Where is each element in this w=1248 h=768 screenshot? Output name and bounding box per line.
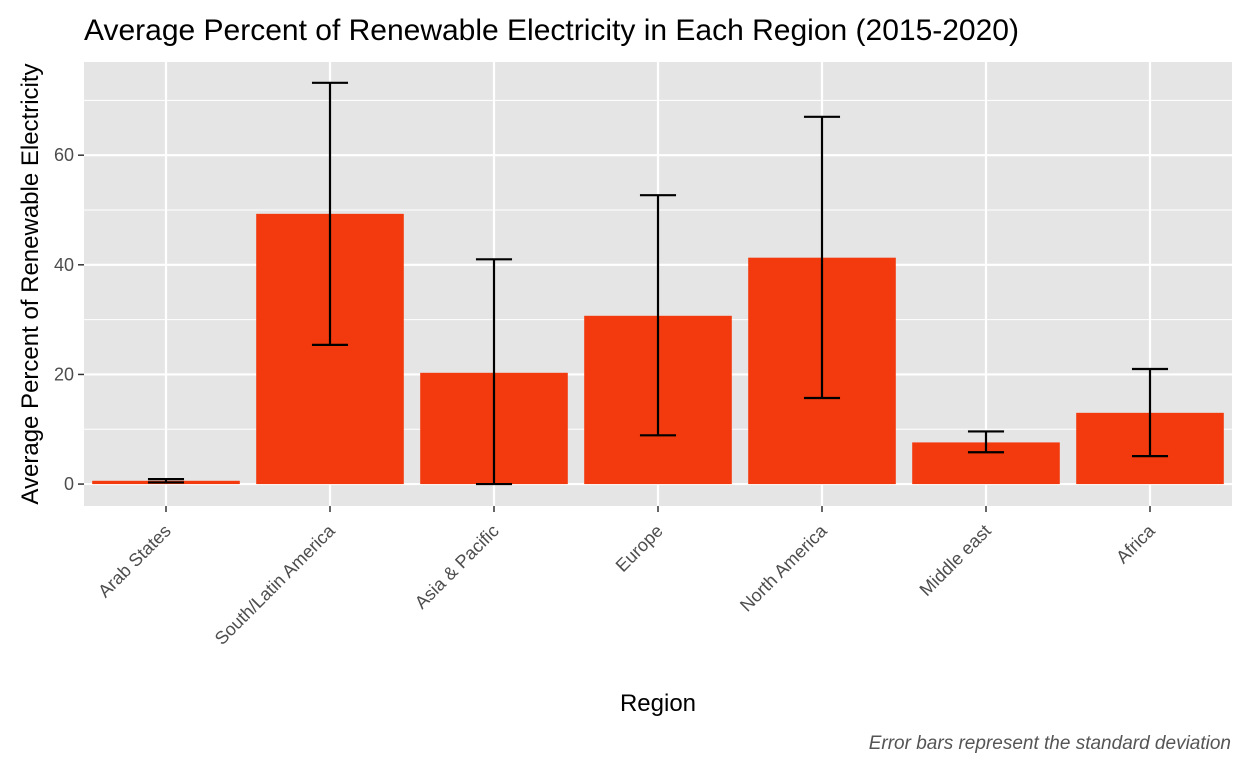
x-tick-label: North America <box>736 520 831 615</box>
error-bar <box>311 81 349 346</box>
plot-panel <box>84 62 1232 506</box>
error-bar <box>803 115 841 400</box>
y-tick-label: 60 <box>54 145 74 165</box>
y-axis-title: Average Percent of Renewable Electricity <box>17 63 44 504</box>
x-tick-label: South/Latin America <box>211 520 340 649</box>
error-bar <box>967 430 1005 454</box>
x-axis: Arab States South/Latin America Asia & Pac… <box>94 506 1160 649</box>
y-axis: 0 20 40 60 <box>54 145 84 494</box>
error-bar <box>475 258 513 486</box>
error-bar <box>147 478 185 484</box>
error-bar <box>1131 367 1169 458</box>
x-tick-label: Europe <box>612 521 667 576</box>
x-tick-label: Africa <box>1112 520 1159 567</box>
x-tick-label: Middle east <box>916 521 995 600</box>
error-bar <box>639 194 677 437</box>
chart-caption: Error bars represent the standard deviat… <box>869 733 1231 754</box>
y-tick-label: 20 <box>54 364 74 384</box>
x-axis-title: Region <box>620 690 696 717</box>
x-tick-label: Arab States <box>94 521 175 602</box>
x-tick-label: Asia & Pacific <box>411 521 503 613</box>
y-tick-label: 40 <box>54 255 74 275</box>
y-tick-label: 0 <box>64 474 74 494</box>
chart-title: Average Percent of Renewable Electricity… <box>84 14 1019 47</box>
